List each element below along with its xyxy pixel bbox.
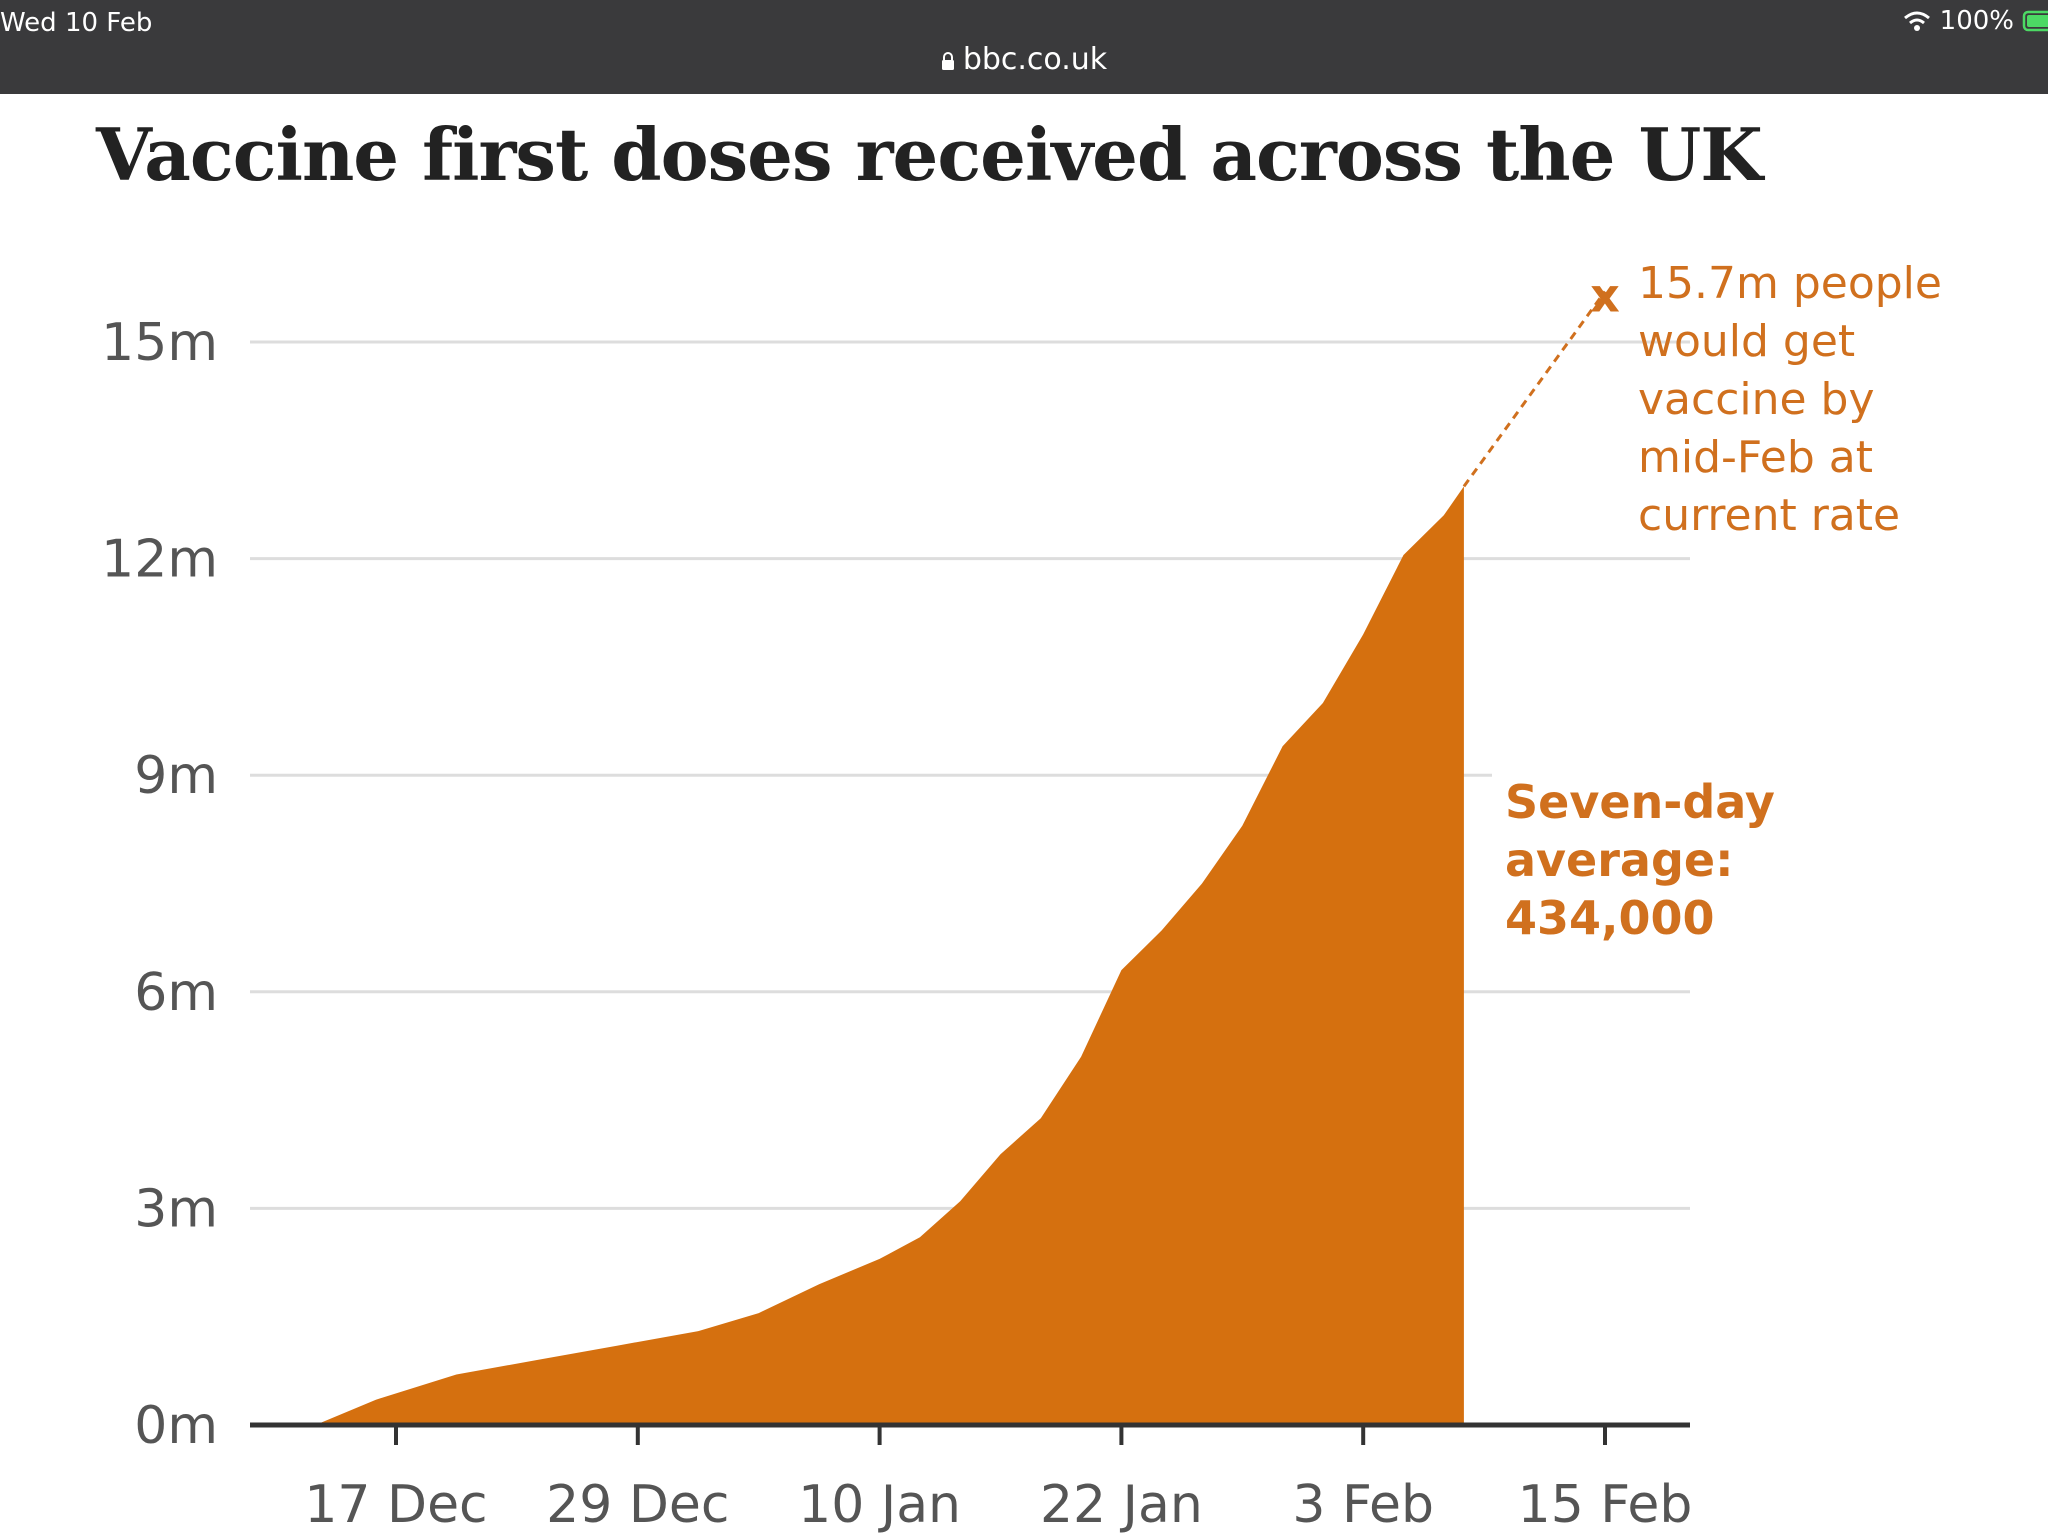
- area-series: [315, 486, 1464, 1425]
- projection-marker: x: [1590, 268, 1620, 322]
- x-tick-label: 10 Jan: [798, 1475, 961, 1535]
- projection-label-line: current rate: [1638, 490, 1900, 541]
- url-text: bbc.co.uk: [962, 42, 1108, 77]
- battery-icon: [2022, 10, 2048, 32]
- battery-percent: 100%: [1939, 6, 2014, 36]
- y-tick-label: 3m: [134, 1179, 218, 1239]
- projection-label-line: mid-Feb at: [1638, 432, 1873, 483]
- y-tick-label: 15m: [101, 313, 218, 373]
- y-tick-label: 6m: [134, 963, 218, 1023]
- projection-line: [1462, 290, 1607, 488]
- y-tick-label: 12m: [101, 530, 218, 590]
- status-indicators: 100%: [1902, 6, 2048, 36]
- x-tick-label: 29 Dec: [546, 1475, 729, 1535]
- projection-label-line: would get: [1638, 316, 1855, 367]
- y-tick-label: 0m: [134, 1396, 218, 1456]
- projection-label-line: vaccine by: [1638, 374, 1875, 425]
- status-bar: Wed 10 Feb bbc.co.uk 100%: [0, 0, 2048, 94]
- wifi-icon: [1903, 11, 1930, 31]
- x-tick-label: 22 Jan: [1040, 1475, 1203, 1535]
- chart-title: Vaccine first doses received across the …: [96, 112, 1763, 197]
- annotation-backing: [1492, 770, 1782, 950]
- y-tick-label: 9m: [134, 746, 218, 806]
- status-time: Wed 10 Feb: [0, 8, 153, 38]
- x-tick-label: 15 Feb: [1518, 1475, 1693, 1535]
- average-label-line: 434,000: [1505, 891, 1715, 945]
- x-tick-label: 17 Dec: [304, 1475, 487, 1535]
- average-label-line: Seven-day: [1505, 775, 1775, 829]
- x-tick-label: 3 Feb: [1292, 1475, 1434, 1535]
- lock-icon: [941, 52, 954, 70]
- average-label-line: average:: [1505, 833, 1733, 887]
- address-bar[interactable]: bbc.co.uk: [0, 42, 2048, 77]
- projection-label-line: 15.7m people: [1638, 258, 1942, 309]
